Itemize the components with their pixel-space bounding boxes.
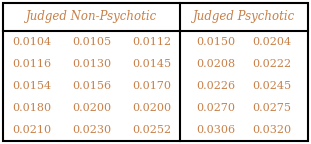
Text: 0.0154: 0.0154 <box>12 81 51 91</box>
Text: 0.0270: 0.0270 <box>196 103 235 113</box>
Text: Judged Psychotic: Judged Psychotic <box>193 10 295 23</box>
Text: 0.0306: 0.0306 <box>196 125 235 135</box>
Text: 0.0156: 0.0156 <box>72 81 111 91</box>
Text: 0.0320: 0.0320 <box>253 125 292 135</box>
Text: 0.0104: 0.0104 <box>12 37 51 47</box>
Text: 0.0130: 0.0130 <box>72 59 111 69</box>
Text: 0.0210: 0.0210 <box>12 125 51 135</box>
Text: 0.0222: 0.0222 <box>253 59 292 69</box>
Text: 0.0105: 0.0105 <box>72 37 111 47</box>
Text: 0.0116: 0.0116 <box>12 59 51 69</box>
Text: 0.0200: 0.0200 <box>72 103 111 113</box>
Text: 0.0150: 0.0150 <box>196 37 235 47</box>
Text: 0.0252: 0.0252 <box>132 125 171 135</box>
Text: 0.0170: 0.0170 <box>132 81 171 91</box>
Text: 0.0275: 0.0275 <box>253 103 291 113</box>
Text: 0.0230: 0.0230 <box>72 125 111 135</box>
Text: 0.0200: 0.0200 <box>132 103 171 113</box>
Text: 0.0112: 0.0112 <box>132 37 171 47</box>
Text: 0.0245: 0.0245 <box>253 81 292 91</box>
Text: Judged Non-Psychotic: Judged Non-Psychotic <box>26 10 157 23</box>
Text: 0.0180: 0.0180 <box>12 103 51 113</box>
Text: 0.0204: 0.0204 <box>253 37 292 47</box>
Text: 0.0145: 0.0145 <box>132 59 171 69</box>
Text: 0.0226: 0.0226 <box>196 81 235 91</box>
Text: 0.0208: 0.0208 <box>196 59 235 69</box>
